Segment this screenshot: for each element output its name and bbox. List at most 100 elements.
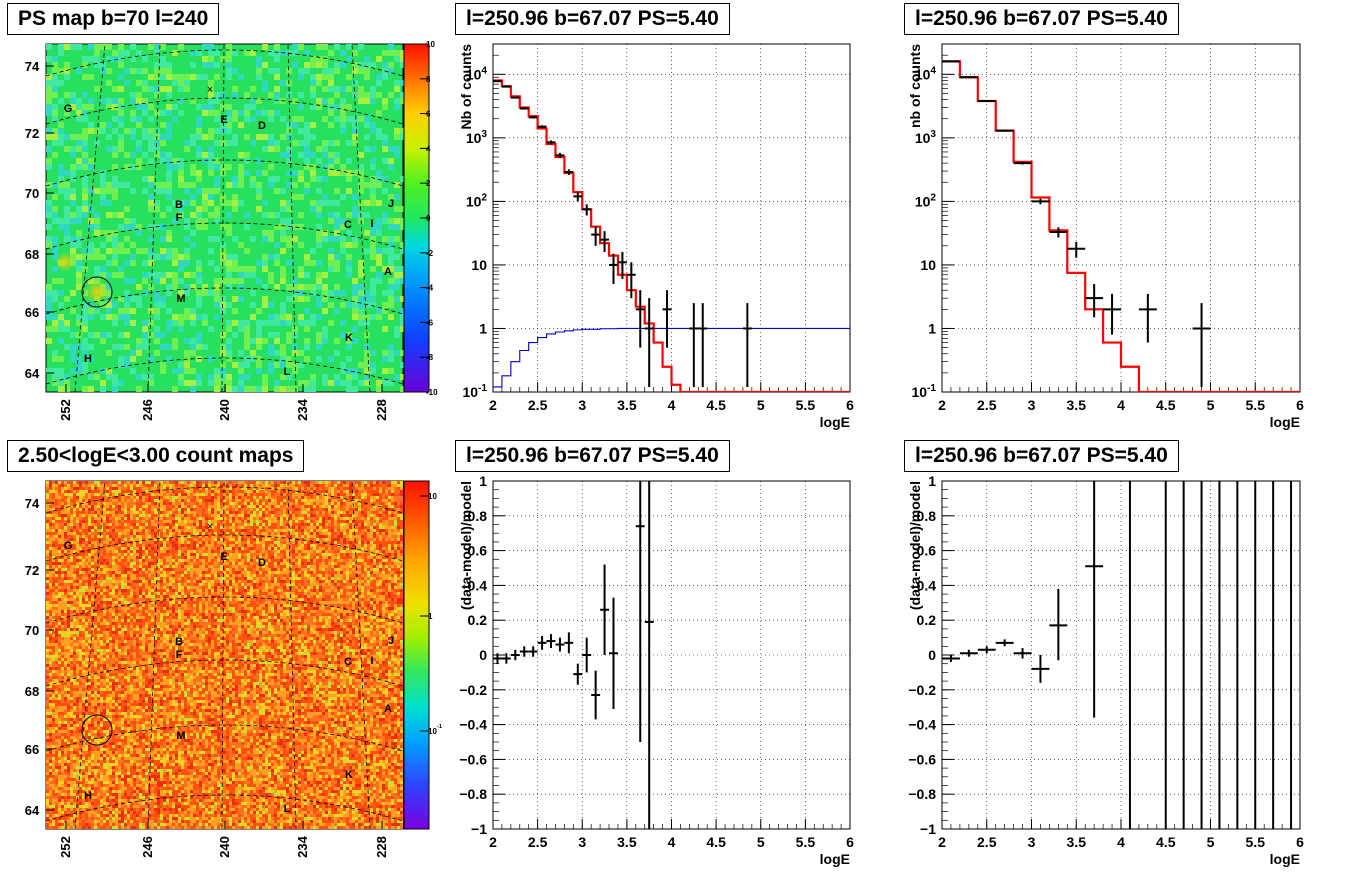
- map-pixel: [55, 544, 58, 547]
- map-pixel: [130, 487, 133, 490]
- map-pixel: [52, 508, 55, 511]
- map-pixel: [304, 296, 310, 302]
- map-pixel: [154, 290, 160, 296]
- map-pixel: [49, 481, 52, 484]
- map-pixel: [70, 194, 76, 200]
- map-pixel: [325, 526, 328, 529]
- map-pixel: [211, 550, 214, 553]
- map-pixel: [88, 224, 94, 230]
- map-pixel: [262, 110, 268, 116]
- map-pixel: [259, 541, 262, 544]
- map-pixel: [202, 62, 208, 68]
- map-pixel: [49, 559, 52, 562]
- map-pixel: [112, 182, 118, 188]
- map-pixel: [277, 553, 280, 556]
- map-pixel: [331, 505, 334, 508]
- map-pixel: [106, 514, 109, 517]
- map-pixel: [361, 562, 364, 565]
- map-pixel: [331, 550, 334, 553]
- map-pixel: [391, 544, 394, 547]
- map-pixel: [286, 505, 289, 508]
- map-pixel: [301, 514, 304, 517]
- map-pixel: [166, 320, 172, 326]
- map-pixel: [304, 559, 307, 562]
- map-pixel: [283, 499, 286, 502]
- map-pixel: [340, 242, 346, 248]
- map-pixel: [352, 140, 358, 146]
- map-pixel: [349, 517, 352, 520]
- map-pixel: [256, 368, 262, 374]
- map-pixel: [397, 496, 400, 499]
- map-pixel: [250, 562, 253, 565]
- map-pixel: [394, 98, 400, 104]
- map-pixel: [322, 481, 325, 484]
- map-pixel: [370, 266, 376, 272]
- map-pixel: [304, 535, 307, 538]
- map-pixel: [226, 520, 229, 523]
- map-pixel: [130, 164, 136, 170]
- map-pixel: [136, 146, 142, 152]
- map-pixel: [271, 553, 274, 556]
- map-pixel: [250, 502, 253, 505]
- map-pixel: [238, 562, 241, 565]
- map-pixel: [184, 541, 187, 544]
- map-pixel: [337, 526, 340, 529]
- map-pixel: [280, 529, 283, 532]
- map-pixel: [133, 517, 136, 520]
- map-pixel: [349, 532, 352, 535]
- map-pixel: [76, 529, 79, 532]
- map-pixel: [166, 74, 172, 80]
- map-pixel: [160, 511, 163, 514]
- map-pixel: [382, 490, 385, 493]
- map-pixel: [322, 526, 325, 529]
- map-pixel: [310, 490, 313, 493]
- map-pixel: [184, 80, 190, 86]
- map-pixel: [133, 481, 136, 484]
- map-pixel: [52, 56, 58, 62]
- map-pixel: [220, 526, 223, 529]
- map-pixel: [166, 553, 169, 556]
- map-pixel: [373, 541, 376, 544]
- map-pixel: [226, 278, 232, 284]
- map-pixel: [64, 556, 67, 559]
- map-pixel: [175, 511, 178, 514]
- map-pixel: [208, 260, 214, 266]
- map-pixel: [313, 526, 316, 529]
- map-pixel: [208, 86, 214, 92]
- map-pixel: [127, 490, 130, 493]
- map-pixel: [46, 80, 52, 86]
- map-pixel: [340, 535, 343, 538]
- map-pixel: [223, 556, 226, 559]
- map-pixel: [61, 547, 64, 550]
- map-pixel: [280, 508, 283, 511]
- map-pixel: [319, 481, 322, 484]
- map-pixel: [298, 484, 301, 487]
- map-pixel: [319, 520, 322, 523]
- map-pixel: [178, 562, 181, 565]
- map-pixel: [214, 532, 217, 535]
- map-pixel: [52, 236, 58, 242]
- map-pixel: [115, 559, 118, 562]
- map-pixel: [88, 538, 91, 541]
- map-pixel: [346, 550, 349, 553]
- map-pixel: [262, 544, 265, 547]
- map-pixel: [256, 356, 262, 362]
- map-pixel: [307, 511, 310, 514]
- map-pixel: [208, 170, 214, 176]
- map-pixel: [367, 493, 370, 496]
- map-pixel: [259, 517, 262, 520]
- map-pixel: [142, 547, 145, 550]
- map-pixel: [244, 266, 250, 272]
- map-pixel: [106, 535, 109, 538]
- map-pixel: [208, 248, 214, 254]
- map-pixel: [391, 550, 394, 553]
- map-pixel: [208, 493, 211, 496]
- map-pixel: [214, 559, 217, 562]
- map-pixel: [250, 266, 256, 272]
- map-pixel: [133, 505, 136, 508]
- map-pixel: [388, 254, 394, 260]
- map-pixel: [154, 490, 157, 493]
- map-pixel: [118, 526, 121, 529]
- map-pixel: [109, 556, 112, 559]
- map-pixel: [394, 332, 400, 338]
